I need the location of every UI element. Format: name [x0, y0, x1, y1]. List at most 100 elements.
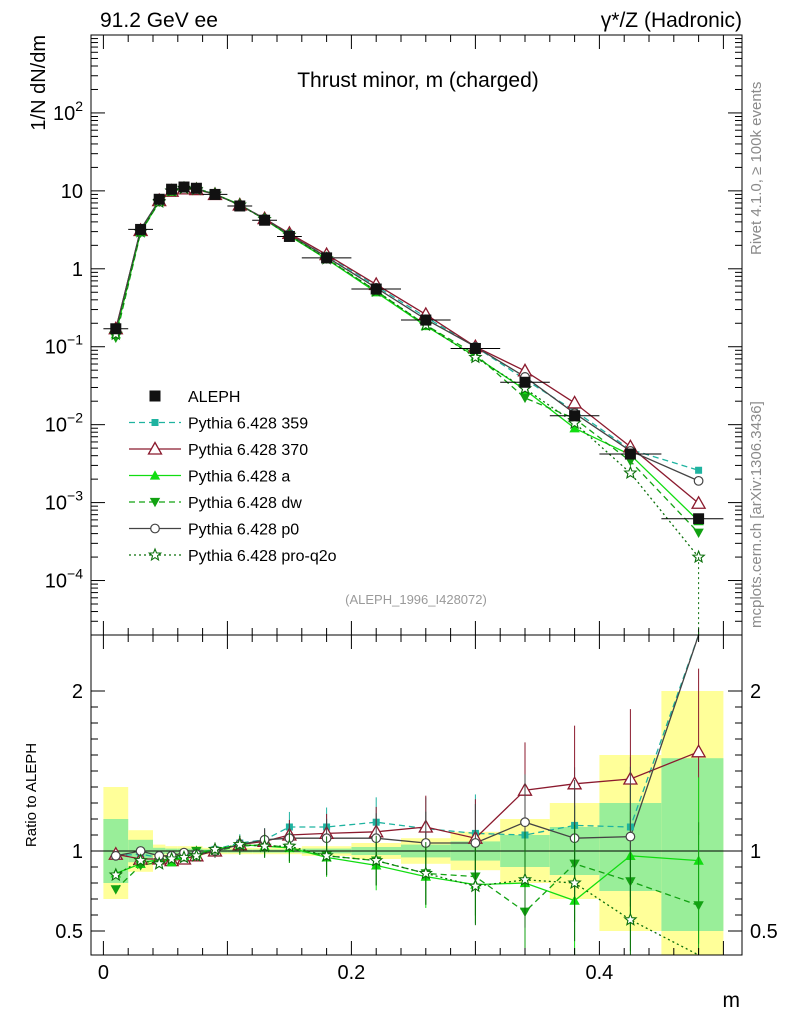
legend-aleph-marker	[149, 390, 161, 402]
analysis-watermark: (ALEPH_1996_I428072)	[345, 592, 487, 607]
aleph-data-point	[624, 448, 636, 460]
tick-exponent: −3	[67, 488, 83, 504]
ratio-point	[418, 865, 433, 880]
aleph-data-point	[321, 252, 333, 264]
main-point	[693, 475, 704, 486]
main-x-ticks	[102, 35, 724, 635]
aleph-data-point	[166, 183, 178, 195]
ratio-point	[207, 841, 223, 856]
legend-marker	[150, 523, 160, 534]
tick-exponent: −1	[67, 332, 83, 348]
ratio-point	[690, 743, 707, 758]
ratio-y-tick-label-right: 1	[750, 841, 761, 863]
ratio-point	[257, 838, 272, 853]
ratio-series-layer	[108, 634, 707, 956]
main-point	[693, 528, 704, 538]
ratio-y-tick-label-left: 0.5	[55, 921, 83, 943]
tick-exponent: −2	[67, 410, 83, 426]
main-y-tick-label: 10−3	[45, 488, 83, 515]
aleph-data-point	[234, 200, 246, 212]
legend-marker	[147, 547, 163, 562]
aleph-data-point	[519, 376, 531, 388]
tick-exponent: −4	[67, 566, 83, 582]
tick-mantissa: 10	[45, 571, 67, 593]
main-panel-frame	[90, 34, 743, 636]
legend-label: Pythia 6.428 370	[188, 442, 308, 459]
ratio-point	[369, 853, 384, 867]
tick-mantissa: 10	[45, 337, 67, 359]
ratio-y-tick-label-left: 1	[72, 841, 83, 863]
main-point	[691, 549, 706, 564]
ratio-ticks: 0.5 0.5 1 1 2 2 0 0.2 0.4	[55, 635, 778, 984]
aleph-data-point	[110, 323, 122, 335]
main-point	[695, 466, 703, 474]
main-point	[690, 495, 707, 509]
ratio-x-tick-label: 0	[98, 962, 109, 984]
main-y-tick-label: 1	[72, 259, 83, 281]
x-axis-label: m	[723, 989, 741, 1012]
ratio-point	[108, 867, 123, 882]
aleph-data-point	[209, 188, 221, 200]
ratio-point	[282, 838, 297, 853]
tick-mantissa: 10	[45, 415, 67, 437]
legend-marker	[151, 419, 159, 426]
mcplots-note: mcplots.cern.ch [arXiv:1306.3436]	[748, 401, 765, 628]
ratio-point	[693, 901, 704, 911]
rivet-version-note: Rivet 4.1.0, ≥ 100k events	[748, 82, 765, 255]
legend-label: Pythia 6.428 dw	[188, 495, 302, 512]
main-point	[569, 423, 580, 433]
legend-label: ALEPH	[188, 389, 240, 406]
ratio-y-tick-label-left: 2	[72, 681, 83, 703]
ratio-point	[470, 838, 481, 848]
aleph-data-point	[135, 223, 147, 235]
ratio-panel-frame	[90, 634, 743, 956]
main-y-tick-label: 10	[61, 181, 83, 203]
ratio-point	[468, 878, 483, 893]
main-y-tick-label: 10−1	[45, 332, 83, 359]
ratio-point	[133, 853, 148, 867]
legend-label: Pythia 6.428 a	[188, 469, 290, 486]
main-title: Thrust minor, m (charged)	[297, 69, 539, 92]
aleph-data-point	[283, 230, 295, 242]
main-y-tick-label: 102	[53, 98, 83, 125]
ratio-point	[319, 848, 334, 862]
aleph-data-point	[370, 283, 382, 295]
ratio-point	[110, 885, 121, 895]
ratio-point	[625, 831, 636, 842]
main-y-axis-label: 1/N dN/dm	[28, 35, 50, 131]
ratio-point	[567, 875, 582, 890]
legend-marker	[149, 497, 161, 508]
main-series-layer	[108, 180, 707, 635]
ratio-line	[115, 634, 700, 862]
aleph-data-point	[259, 214, 271, 226]
main-point	[623, 465, 638, 479]
legend-marker	[149, 470, 161, 480]
ratio-point	[517, 872, 533, 886]
process-label: γ*/Z (Hadronic)	[601, 9, 742, 32]
ratio-y-tick-label-right: 0.5	[750, 921, 778, 943]
ratio-point	[110, 850, 121, 861]
aleph-data-point	[569, 410, 581, 422]
ratio-y-axis-label: Ratio to ALEPH	[23, 743, 40, 847]
ratio-point	[176, 849, 192, 864]
aleph-data-point	[469, 342, 481, 354]
ratio-point	[189, 848, 204, 862]
legend-marker	[147, 441, 163, 455]
main-point	[468, 349, 483, 364]
ratio-point	[152, 856, 167, 870]
aleph-data-point	[190, 182, 202, 194]
aleph-data-layer	[103, 181, 724, 525]
ratio-point	[623, 912, 638, 926]
main-line-pythia-6-428-pro-q2o	[115, 187, 700, 558]
tick-mantissa: 10	[53, 103, 75, 125]
tick-mantissa: 10	[45, 493, 67, 515]
main-y-tick-label: 10−4	[45, 566, 83, 593]
main-point	[566, 395, 583, 409]
legend: ALEPH Pythia 6.428 359 Pythia 6.428 370 Pyt…	[129, 389, 337, 565]
ratio-x-tick-label: 0.4	[585, 962, 613, 984]
tick-exponent: 2	[75, 98, 83, 114]
legend-label: Pythia 6.428 pro-q2o	[188, 548, 337, 565]
